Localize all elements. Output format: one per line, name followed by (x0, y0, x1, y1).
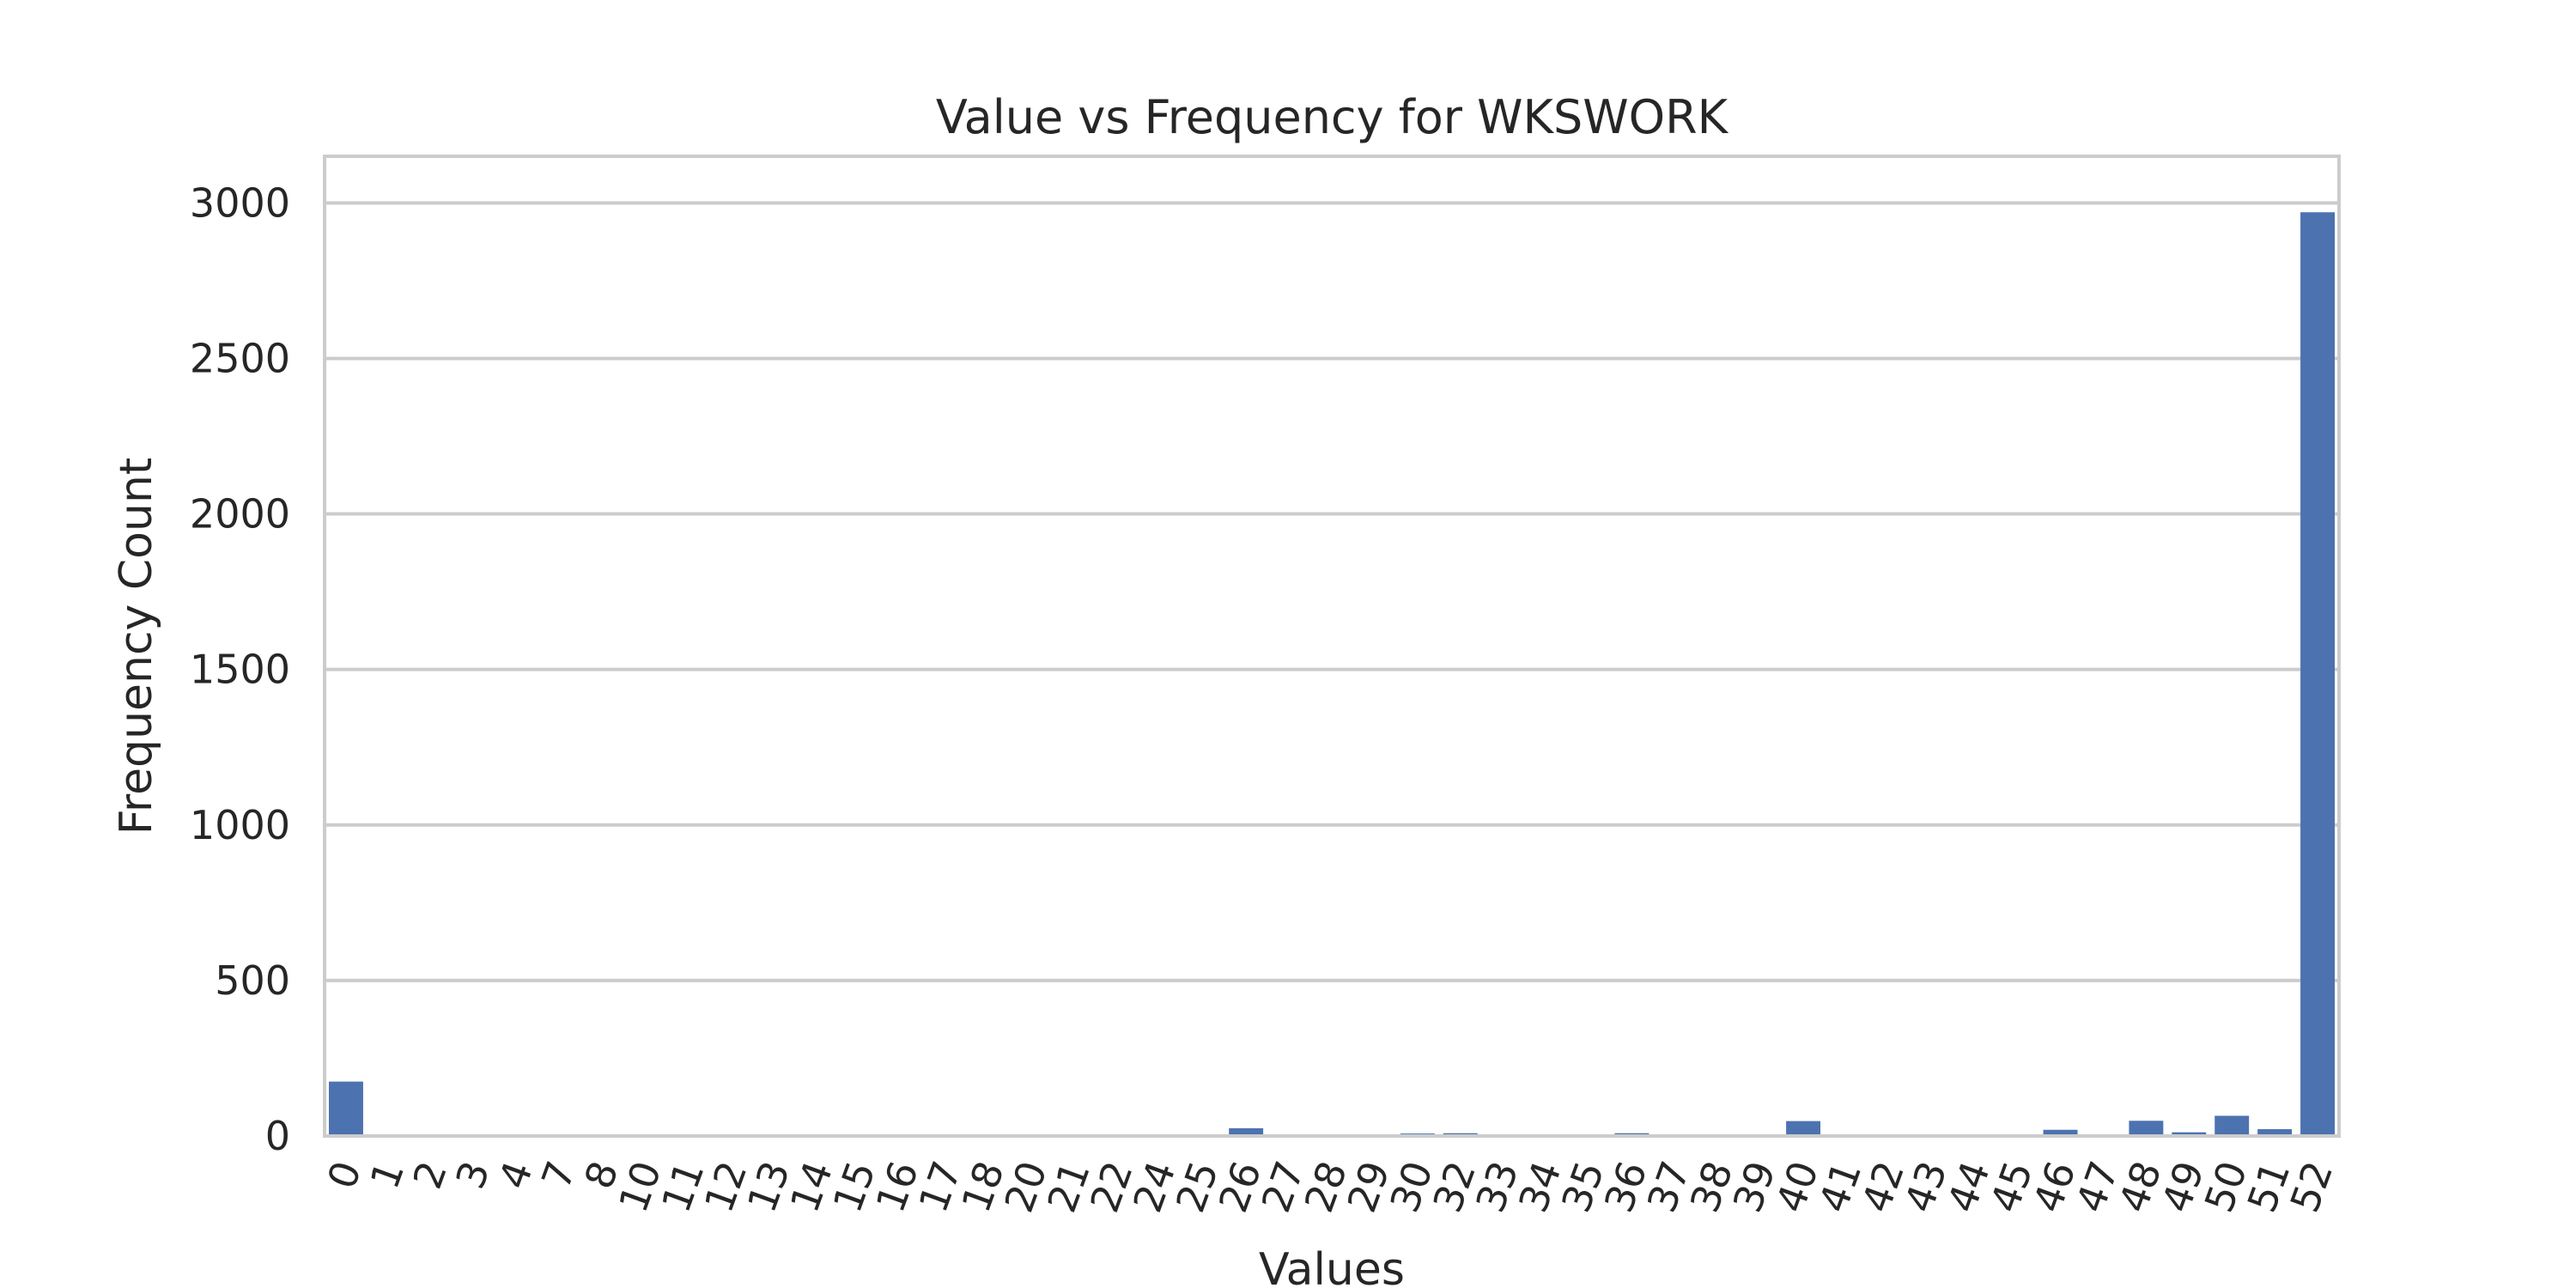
y-tick-label: 0 (265, 1113, 290, 1159)
bar-51 (2257, 1129, 2293, 1136)
x-axis-label: Values (1259, 1244, 1405, 1288)
bar-48 (2129, 1121, 2164, 1136)
y-tick-label: 2000 (190, 491, 290, 538)
bar-0 (328, 1081, 363, 1136)
y-tick-label: 1000 (190, 802, 290, 848)
bar-49 (2172, 1132, 2207, 1136)
y-tick-label: 500 (215, 957, 290, 1004)
y-tick-labels: 0 500 1000 1500 2000 2500 3000 (190, 179, 290, 1159)
y-tick-label: 2500 (190, 335, 290, 381)
plot-frame (323, 155, 2341, 1138)
chart-title: Value vs Frequency for WKSWORK (936, 90, 1729, 144)
gridlines (325, 201, 2339, 1138)
bar-46 (2043, 1129, 2078, 1136)
bar-40 (1786, 1121, 1821, 1136)
bar-52 (2300, 212, 2336, 1137)
y-tick-label: 1500 (190, 647, 290, 693)
y-tick-label: 3000 (190, 179, 290, 226)
y-axis-label: Frequency Count (111, 458, 162, 835)
bar-26 (1229, 1127, 1264, 1136)
bar-50 (2215, 1115, 2250, 1136)
